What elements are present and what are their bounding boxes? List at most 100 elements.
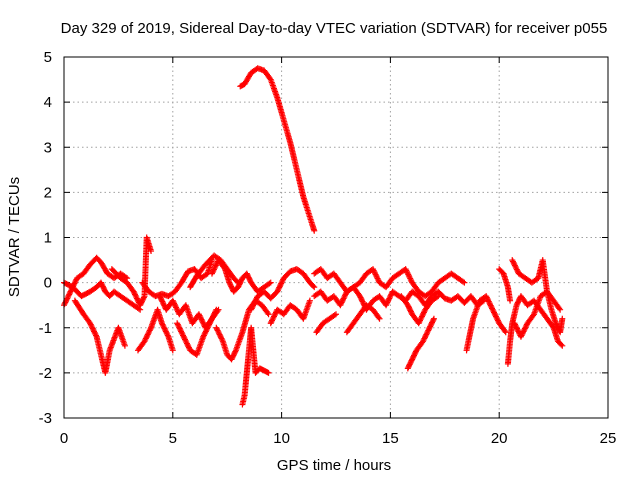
data-point bbox=[507, 297, 514, 304]
data-point bbox=[219, 336, 226, 343]
data-point bbox=[511, 262, 518, 269]
data-point bbox=[217, 334, 224, 341]
data-point bbox=[160, 299, 167, 306]
series-arc-1 bbox=[61, 254, 131, 309]
series-arc-2 bbox=[61, 279, 144, 313]
data-point bbox=[133, 294, 140, 301]
data-point bbox=[274, 288, 281, 295]
data-point bbox=[491, 310, 498, 317]
data-point bbox=[461, 279, 468, 286]
data-point bbox=[405, 271, 412, 278]
data-point bbox=[142, 335, 149, 342]
data-point bbox=[494, 316, 501, 323]
data-point bbox=[376, 315, 383, 322]
data-point bbox=[196, 312, 203, 319]
data-point bbox=[270, 313, 277, 320]
data-point bbox=[509, 257, 516, 264]
data-point bbox=[201, 331, 208, 338]
data-point bbox=[485, 297, 492, 304]
data-point bbox=[91, 329, 98, 336]
series-arc-15 bbox=[267, 297, 313, 327]
data-point bbox=[215, 328, 222, 335]
data-point bbox=[342, 291, 349, 298]
data-point bbox=[386, 295, 393, 302]
data-point bbox=[370, 267, 377, 274]
data-point bbox=[195, 311, 202, 318]
data-point bbox=[144, 332, 151, 339]
data-point bbox=[433, 294, 440, 301]
data-point bbox=[489, 306, 496, 313]
data-point bbox=[557, 306, 564, 313]
data-point bbox=[493, 314, 500, 321]
data-point bbox=[274, 287, 281, 294]
data-point bbox=[248, 305, 255, 312]
data-point bbox=[559, 315, 566, 322]
series-arc-12 bbox=[239, 324, 272, 408]
data-point bbox=[484, 295, 491, 302]
series-arc-19 bbox=[343, 302, 383, 336]
data-point bbox=[163, 329, 170, 336]
data-point bbox=[66, 290, 73, 297]
data-point bbox=[518, 332, 525, 339]
data-point bbox=[331, 312, 338, 319]
data-point bbox=[483, 293, 490, 300]
data-point bbox=[405, 272, 412, 279]
data-point bbox=[509, 258, 516, 265]
data-point bbox=[214, 327, 221, 334]
data-point bbox=[269, 316, 276, 323]
data-point bbox=[170, 299, 177, 306]
data-point bbox=[146, 328, 153, 335]
data-point bbox=[272, 310, 279, 317]
series-arc-23 bbox=[496, 266, 514, 304]
data-point bbox=[160, 324, 167, 331]
data-point bbox=[208, 317, 215, 324]
data-point bbox=[407, 275, 414, 282]
data-point bbox=[387, 292, 394, 299]
data-point bbox=[210, 267, 217, 274]
data-point bbox=[515, 328, 522, 335]
x-tick-label: 5 bbox=[169, 430, 177, 447]
x-tick-label: 25 bbox=[600, 430, 617, 447]
data-point bbox=[64, 294, 71, 301]
y-tick-labels: -3 -2 -1 0 1 2 3 4 5 bbox=[39, 49, 52, 427]
data-point bbox=[159, 321, 166, 328]
data-point bbox=[403, 267, 410, 274]
data-point bbox=[185, 343, 192, 350]
data-point bbox=[183, 340, 190, 347]
data-point bbox=[278, 280, 285, 287]
series-arc-21 bbox=[398, 293, 442, 327]
series-arc-25 bbox=[509, 257, 566, 336]
data-point bbox=[140, 294, 147, 301]
data-point bbox=[161, 325, 168, 332]
data-point bbox=[169, 347, 176, 354]
data-point bbox=[158, 297, 165, 304]
data-point bbox=[486, 299, 493, 306]
data-point bbox=[520, 328, 527, 335]
data-point bbox=[157, 294, 164, 301]
data-point bbox=[406, 274, 413, 281]
data-point bbox=[141, 338, 148, 345]
data-point bbox=[490, 309, 497, 316]
data-point bbox=[178, 328, 185, 335]
data-point bbox=[492, 312, 499, 319]
data-point bbox=[357, 294, 364, 301]
data-point bbox=[489, 305, 496, 312]
data-point bbox=[72, 279, 79, 286]
data-point bbox=[144, 331, 151, 338]
data-point bbox=[511, 320, 518, 327]
data-point bbox=[145, 330, 152, 337]
data-point bbox=[522, 324, 529, 331]
data-point bbox=[253, 295, 260, 302]
data-point bbox=[519, 331, 526, 338]
data-point bbox=[279, 277, 286, 284]
data-point bbox=[502, 329, 509, 336]
data-point bbox=[217, 332, 224, 339]
data-point bbox=[87, 321, 94, 328]
data-point bbox=[266, 280, 273, 287]
data-point bbox=[341, 292, 348, 299]
data-point bbox=[178, 329, 185, 336]
data-point bbox=[417, 316, 424, 323]
data-point bbox=[337, 302, 344, 309]
data-point bbox=[72, 277, 79, 284]
